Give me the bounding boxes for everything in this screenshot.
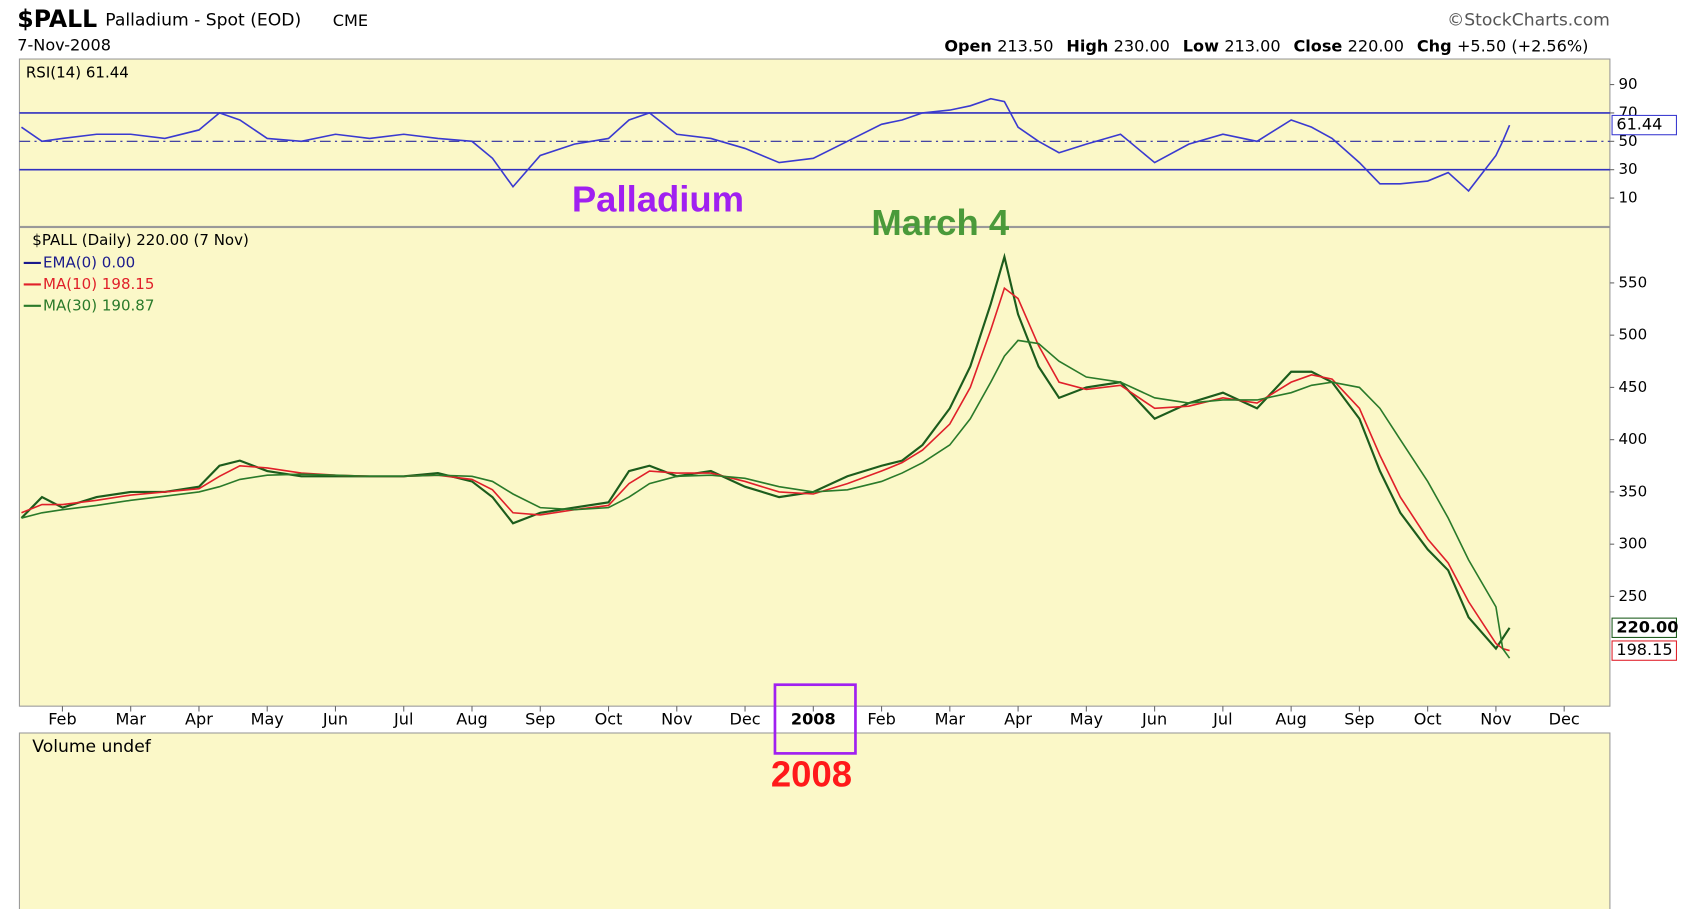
y-tick-label: 500 xyxy=(1618,326,1647,344)
x-tick-label: May xyxy=(1070,710,1104,729)
quote-label: Chg xyxy=(1417,37,1452,56)
year-highlight-box xyxy=(773,683,857,755)
x-tick-label: Jul xyxy=(1212,710,1232,729)
price-title: $PALL (Daily) 220.00 (7 Nov) xyxy=(32,231,249,249)
y-tick-label: 300 xyxy=(1618,535,1647,553)
legend-label: EMA(0) 0.00 xyxy=(43,253,135,271)
x-tick-label: Aug xyxy=(1275,710,1306,729)
legend-label: MA(30) 190.87 xyxy=(43,296,154,314)
x-tick-label: May xyxy=(251,710,285,729)
x-tick-label: Dec xyxy=(729,710,760,729)
y-tick-label: 10 xyxy=(1618,189,1637,207)
symbol: $PALL xyxy=(17,5,97,33)
x-tick-label: Mar xyxy=(935,710,966,729)
legend-label: MA(10) 198.15 xyxy=(43,275,154,293)
quote-label: Open xyxy=(944,37,992,56)
series-line xyxy=(21,286,1510,652)
volume-title: Volume undef xyxy=(32,737,151,757)
x-tick-label: Oct xyxy=(1414,710,1442,729)
quote-value: 230.00 xyxy=(1114,37,1170,56)
instrument-name: Palladium - Spot (EOD) xyxy=(105,10,301,30)
quote-value: 213.00 xyxy=(1224,37,1280,56)
x-tick-label: Jul xyxy=(393,710,413,729)
y-tick-label: 250 xyxy=(1618,587,1647,605)
quote-label: Low xyxy=(1183,37,1219,56)
y-tick-label: 30 xyxy=(1618,160,1637,178)
last-value-label: 198.15 xyxy=(1616,640,1672,659)
date: 7-Nov-2008 xyxy=(17,36,111,55)
y-tick-label: 90 xyxy=(1618,75,1637,93)
y-tick-label: 550 xyxy=(1618,273,1647,291)
x-tick-label: Aug xyxy=(456,710,487,729)
y-tick-label: 450 xyxy=(1618,378,1647,396)
last-value-label: 220.00 xyxy=(1616,617,1678,636)
x-tick-label: Feb xyxy=(867,710,895,729)
y-tick-label: 350 xyxy=(1618,482,1647,500)
volume-panel xyxy=(18,732,1611,909)
series-line xyxy=(20,252,1511,651)
x-tick-label: Jun xyxy=(322,710,348,729)
x-tick-label: 2008 xyxy=(791,710,836,729)
last-value-box xyxy=(1611,640,1677,661)
copyright: ©StockCharts.com xyxy=(1447,10,1610,30)
quote-value: 213.50 xyxy=(997,37,1053,56)
annotation: March 4 xyxy=(871,202,1010,243)
quote-label: High xyxy=(1066,37,1108,56)
last-value-label: 61.44 xyxy=(1616,115,1662,134)
x-tick-label: Feb xyxy=(48,710,76,729)
x-tick-label: Oct xyxy=(595,710,623,729)
x-tick-label: Mar xyxy=(116,710,147,729)
x-tick-label: Nov xyxy=(1480,710,1512,729)
x-tick-label: Apr xyxy=(1004,710,1032,729)
series-line xyxy=(21,339,1511,659)
last-value-box xyxy=(1611,114,1677,136)
annotation: 2008 xyxy=(771,754,852,795)
x-tick-label: Apr xyxy=(185,710,213,729)
annotation: Palladium xyxy=(572,178,744,219)
exchange: CME xyxy=(333,11,368,30)
x-tick-label: Jun xyxy=(1141,710,1167,729)
series-line xyxy=(21,97,1511,193)
rsi-title: RSI(14) 61.44 xyxy=(26,63,129,81)
x-tick-label: Sep xyxy=(1344,710,1374,729)
rsi-panel xyxy=(18,58,1611,227)
quote-label: Close xyxy=(1293,37,1342,56)
y-tick-label: 50 xyxy=(1618,132,1637,150)
quote-value: 220.00 xyxy=(1348,37,1404,56)
quote-value: +5.50 (+2.56%) xyxy=(1457,37,1588,56)
last-value-box xyxy=(1611,617,1677,638)
x-tick-label: Nov xyxy=(661,710,693,729)
x-tick-label: Sep xyxy=(525,710,555,729)
x-tick-label: Dec xyxy=(1549,710,1580,729)
price-panel xyxy=(18,226,1611,707)
y-tick-label: 400 xyxy=(1618,430,1647,448)
